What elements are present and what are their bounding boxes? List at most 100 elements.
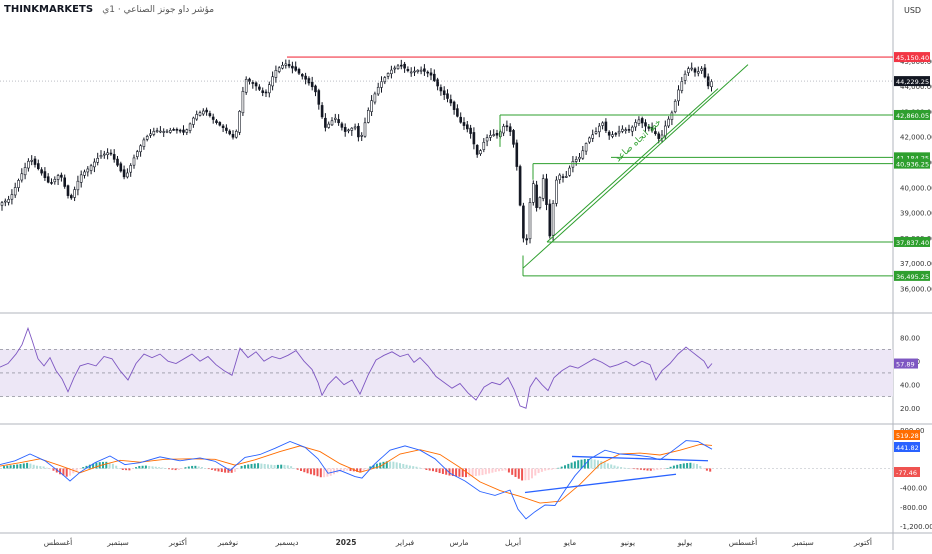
macd-histogram-bar <box>646 468 649 471</box>
macd-histogram-bar <box>82 467 85 469</box>
price-candle-body <box>241 91 245 114</box>
symbol-label[interactable]: THINKMARKETS <box>4 4 94 15</box>
macd-histogram-bar <box>36 465 38 469</box>
price-candle-body <box>333 117 337 120</box>
price-candle-body <box>380 81 383 88</box>
price-candle-body <box>162 131 165 133</box>
price-candle-body <box>555 179 558 204</box>
resistance-price-tag <box>894 52 930 63</box>
price-candle-body <box>564 176 568 178</box>
price-candle-body <box>710 81 713 88</box>
price-candle-body <box>310 81 314 88</box>
price-candle-body <box>63 177 67 187</box>
price-candle-body <box>291 65 294 69</box>
macd-histogram-bar <box>577 460 580 469</box>
price-candle-body <box>139 145 142 153</box>
price-candle-body <box>429 72 433 76</box>
macd-value-tag <box>894 442 920 452</box>
rsi-tick-label: 80.00 <box>900 335 920 343</box>
price-candle-body <box>106 152 109 155</box>
price-candle-body <box>452 101 456 110</box>
macd-histogram-bar <box>366 468 368 470</box>
macd-histogram-bar <box>240 465 243 469</box>
price-candle-body <box>70 195 73 199</box>
price-candle-body <box>56 175 60 180</box>
price-candle-body <box>489 135 492 138</box>
macd-histogram-bar <box>52 468 55 471</box>
macd-histogram-bar <box>372 465 375 469</box>
macd-histogram-bar <box>217 468 220 472</box>
price-candle-body <box>518 166 522 206</box>
macd-histogram-bar <box>270 464 273 469</box>
price-candle-body <box>235 131 238 138</box>
price-candle-body <box>584 143 588 152</box>
macd-histogram-bar <box>448 468 451 476</box>
macd-histogram-bar <box>422 468 425 470</box>
macd-histogram-bar <box>177 468 180 471</box>
price-candle-body <box>317 90 321 105</box>
macd-histogram-bar <box>507 468 510 473</box>
macd-histogram-bar <box>250 463 253 469</box>
macd-histogram-bar <box>263 463 266 469</box>
price-candle-body <box>205 109 208 113</box>
price-candle-body <box>607 131 611 136</box>
price-candle-body <box>307 78 311 84</box>
macd-histogram-bar <box>666 467 669 469</box>
macd-histogram-bar <box>653 468 656 471</box>
macd-histogram-bar <box>471 468 474 477</box>
price-candle-body <box>703 67 707 78</box>
macd-histogram-bar <box>92 463 95 469</box>
price-candle-body <box>677 89 680 102</box>
macd-line <box>0 440 713 520</box>
price-candle-body <box>574 159 578 162</box>
macd-signal-line <box>0 443 713 504</box>
price-candle-body <box>647 126 651 129</box>
price-candle-body <box>17 180 20 188</box>
macd-histogram-bar <box>534 468 537 476</box>
macd-histogram-bar <box>603 462 606 469</box>
price-candle-body <box>320 105 324 118</box>
macd-histogram-bar <box>55 468 58 473</box>
macd-histogram-bar <box>537 468 540 474</box>
macd-histogram-bar <box>375 463 378 469</box>
macd-histogram-bar <box>227 468 230 473</box>
price-candle-body <box>126 172 129 178</box>
macd-histogram-bar <box>610 464 613 469</box>
price-candle-body <box>294 66 298 71</box>
macd-histogram-bar <box>517 468 520 479</box>
price-candle-body <box>50 182 53 184</box>
price-candle-body <box>627 129 631 131</box>
price-candle-body <box>175 129 179 131</box>
time-axis-label: أغسطس <box>729 537 757 547</box>
macd-histogram-bar <box>16 464 19 469</box>
macd-histogram-bar <box>300 468 302 471</box>
macd-histogram-bar <box>676 464 679 469</box>
macd-histogram-bar <box>144 465 147 469</box>
price-candle-body <box>442 90 446 96</box>
price-candle-body <box>594 131 598 134</box>
price-candle-body <box>248 78 251 82</box>
price-candle-body <box>535 184 538 208</box>
price-candle-body <box>267 84 271 94</box>
macd-histogram-bar <box>138 465 141 469</box>
macd-histogram-bar <box>220 468 223 473</box>
price-candle-body <box>264 91 268 94</box>
price-candle-body <box>159 130 162 133</box>
rsi-value-tag <box>894 358 918 369</box>
price-candle-body <box>406 69 410 71</box>
price-candle-body <box>300 74 304 77</box>
price-candle-body <box>399 64 403 67</box>
macd-histogram-bar <box>29 463 32 469</box>
macd-histogram-bar <box>425 468 428 470</box>
macd-histogram-bar <box>39 466 42 469</box>
price-candle-body <box>640 118 644 124</box>
price-candle-body <box>624 129 628 132</box>
price-candle-body <box>485 137 489 142</box>
price-tick-label: 39,000.00 <box>900 210 932 218</box>
price-candle-body <box>601 122 604 126</box>
macd-value-tag <box>894 430 920 440</box>
time-axis-label: فبراير <box>395 538 415 547</box>
macd-histogram-bar <box>174 468 177 471</box>
price-candle-body <box>558 174 562 180</box>
